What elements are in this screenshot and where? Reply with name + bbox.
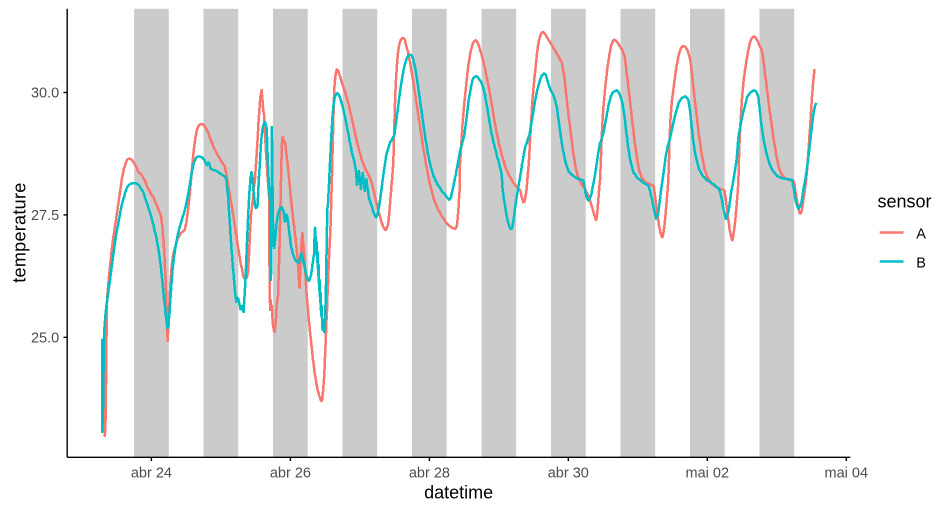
svg-text:abr 24: abr 24 [131, 465, 172, 481]
svg-text:temperature: temperature [10, 182, 30, 282]
svg-text:mai 02: mai 02 [686, 465, 730, 481]
svg-text:B: B [916, 255, 926, 271]
svg-text:sensor: sensor [878, 192, 932, 212]
svg-text:abr 26: abr 26 [270, 465, 311, 481]
svg-text:datetime: datetime [424, 483, 493, 503]
svg-text:27.5: 27.5 [31, 208, 59, 224]
svg-text:25.0: 25.0 [31, 331, 59, 347]
svg-text:A: A [916, 226, 926, 242]
svg-text:abr 30: abr 30 [548, 465, 589, 481]
svg-text:30.0: 30.0 [31, 86, 59, 102]
svg-text:mai 04: mai 04 [825, 465, 869, 481]
svg-text:abr 28: abr 28 [409, 465, 450, 481]
